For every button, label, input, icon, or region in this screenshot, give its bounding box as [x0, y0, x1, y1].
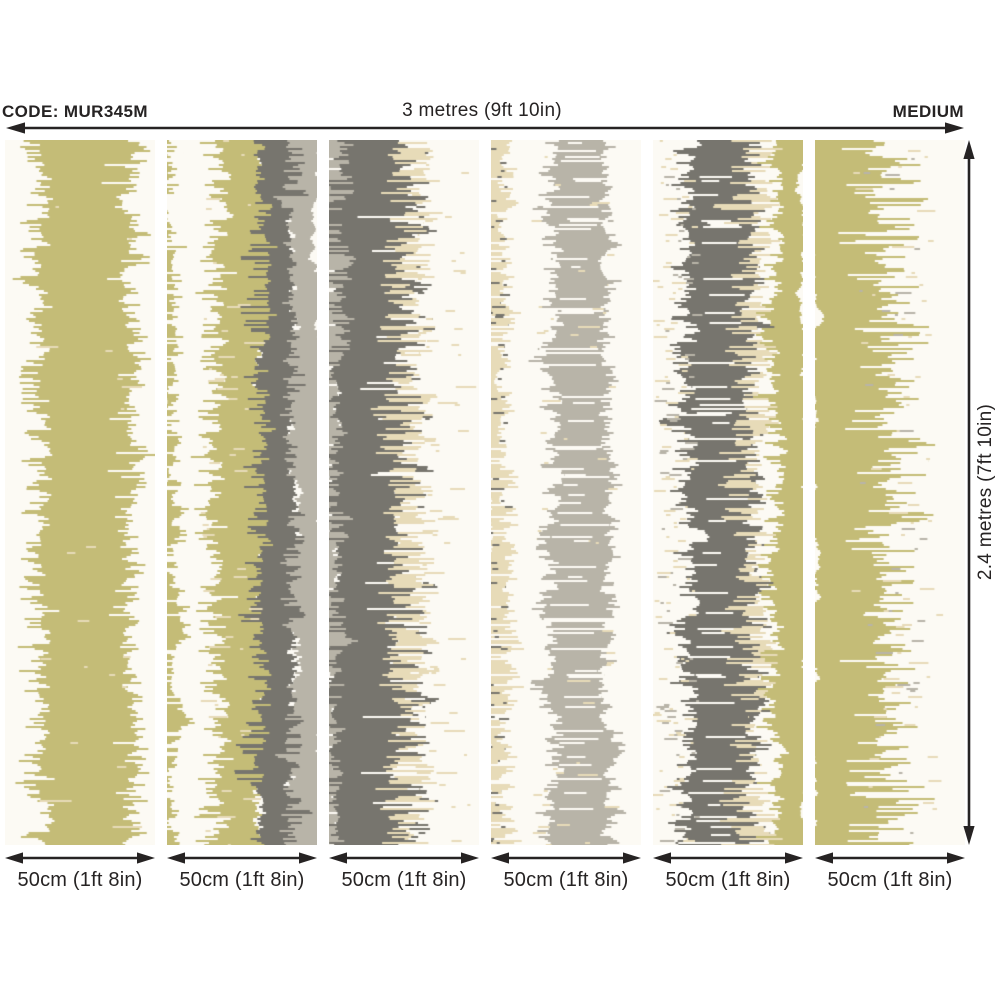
panel-width-arrow-icon	[167, 852, 317, 864]
panel-width-label: 50cm (1ft 8in)	[665, 869, 791, 891]
panel-width-arrow-icon	[653, 852, 803, 864]
panel-width-arrow-icon	[5, 852, 155, 864]
total-width-label: 3 metres (9ft 10in)	[402, 100, 562, 121]
panel-width-cell-3: 50cm (1ft 8in)	[329, 850, 479, 892]
panel-width-arrow-icon	[491, 852, 641, 864]
wallpaper-panel-5	[653, 140, 803, 845]
panel-width-label: 50cm (1ft 8in)	[341, 869, 467, 891]
panel-width-cell-2: 50cm (1ft 8in)	[167, 850, 317, 892]
product-code: CODE: MUR345M	[2, 102, 148, 121]
mural-panels	[5, 140, 965, 845]
panel-width-cell-1: 50cm (1ft 8in)	[5, 850, 155, 892]
panel-width-label: 50cm (1ft 8in)	[503, 869, 629, 891]
wallpaper-panel-1-art	[5, 140, 155, 845]
panel-width-cell-5: 50cm (1ft 8in)	[653, 850, 803, 892]
total-height-arrow-icon	[963, 140, 975, 845]
wallpaper-panel-6	[815, 140, 965, 845]
wallpaper-panel-2	[167, 140, 317, 845]
wallpaper-panel-2-art	[167, 140, 317, 845]
size-rating-label: MEDIUM	[892, 102, 964, 121]
panel-width-arrow-icon	[329, 852, 479, 864]
panel-width-arrow-icon	[815, 852, 965, 864]
wallpaper-panel-4	[491, 140, 641, 845]
total-width-arrow-icon	[6, 122, 964, 134]
wallpaper-panel-1	[5, 140, 155, 845]
wallpaper-panel-3	[329, 140, 479, 845]
total-height-label: 2.4 metres (7ft 10in)	[975, 403, 996, 581]
panel-width-cell-6: 50cm (1ft 8in)	[815, 850, 965, 892]
wallpaper-panel-4-art	[491, 140, 641, 845]
wallpaper-panel-5-art	[653, 140, 803, 845]
panel-width-cell-4: 50cm (1ft 8in)	[491, 850, 641, 892]
wallpaper-panel-3-art	[329, 140, 479, 845]
panel-width-label: 50cm (1ft 8in)	[179, 869, 305, 891]
panel-width-row: 50cm (1ft 8in) 50cm (1ft 8in) 50cm (1ft …	[5, 850, 965, 892]
panel-width-label: 50cm (1ft 8in)	[827, 869, 953, 891]
wallpaper-panel-6-art	[815, 140, 965, 845]
panel-width-label: 50cm (1ft 8in)	[17, 869, 143, 891]
